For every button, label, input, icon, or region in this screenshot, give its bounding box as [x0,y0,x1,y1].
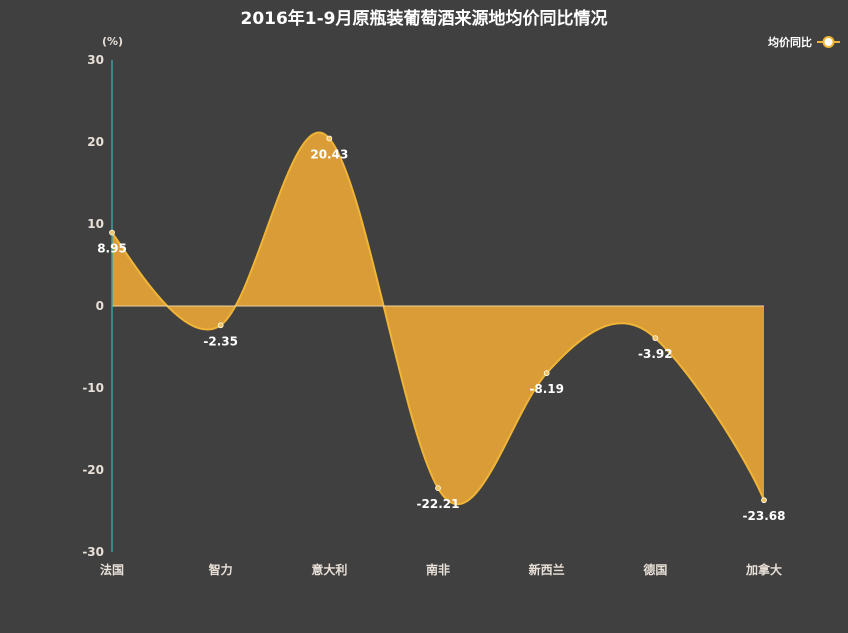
data-label: 20.43 [310,147,348,161]
legend[interactable]: 均价同比 [768,35,840,49]
data-point[interactable] [543,370,550,377]
x-tick-label: 新西兰 [529,562,565,577]
y-tick-label: 10 [87,217,104,231]
area-layer [111,131,765,506]
x-tick-label: 南非 [426,562,450,577]
legend-label: 均价同比 [768,35,812,49]
data-label: -23.68 [743,509,786,523]
x-tick-label: 法国 [100,562,124,577]
points-layer [109,135,767,504]
data-label: -22.21 [417,497,460,511]
data-point[interactable] [761,497,767,504]
y-tick-label: -20 [82,463,104,477]
y-tick-label: -10 [82,381,104,395]
chart-title: 2016年1-9月原瓶装葡萄酒来源地均价同比情况 [240,9,608,29]
series-area [112,132,764,505]
y-tick-label: 30 [87,53,104,67]
data-point[interactable] [217,322,224,329]
legend-marker-icon [822,36,835,48]
data-point[interactable] [652,335,659,342]
y-tick-label: -30 [82,545,104,559]
labels-layer: -30 -20 -10 0 10 20 30 法国 智力 意大利 南非 新西兰 德国 加拿大 8.95 -2.… [82,53,785,577]
data-label: -8.19 [529,382,564,396]
x-tick-label: 德国 [643,562,667,577]
y-tick-label: 0 [96,299,104,313]
x-tick-label: 智力 [208,562,233,577]
y-axis-unit: (%) [102,35,123,48]
data-point[interactable] [109,229,115,236]
data-point[interactable] [326,135,333,142]
x-tick-label: 加拿大 [745,562,782,577]
data-label: 8.95 [97,242,127,256]
data-label: -3.92 [638,347,673,361]
x-tick-label: 意大利 [311,562,347,577]
data-label: -2.35 [203,334,238,348]
data-point[interactable] [435,485,441,492]
y-tick-label: 20 [87,135,104,149]
axis-layer [111,60,764,552]
